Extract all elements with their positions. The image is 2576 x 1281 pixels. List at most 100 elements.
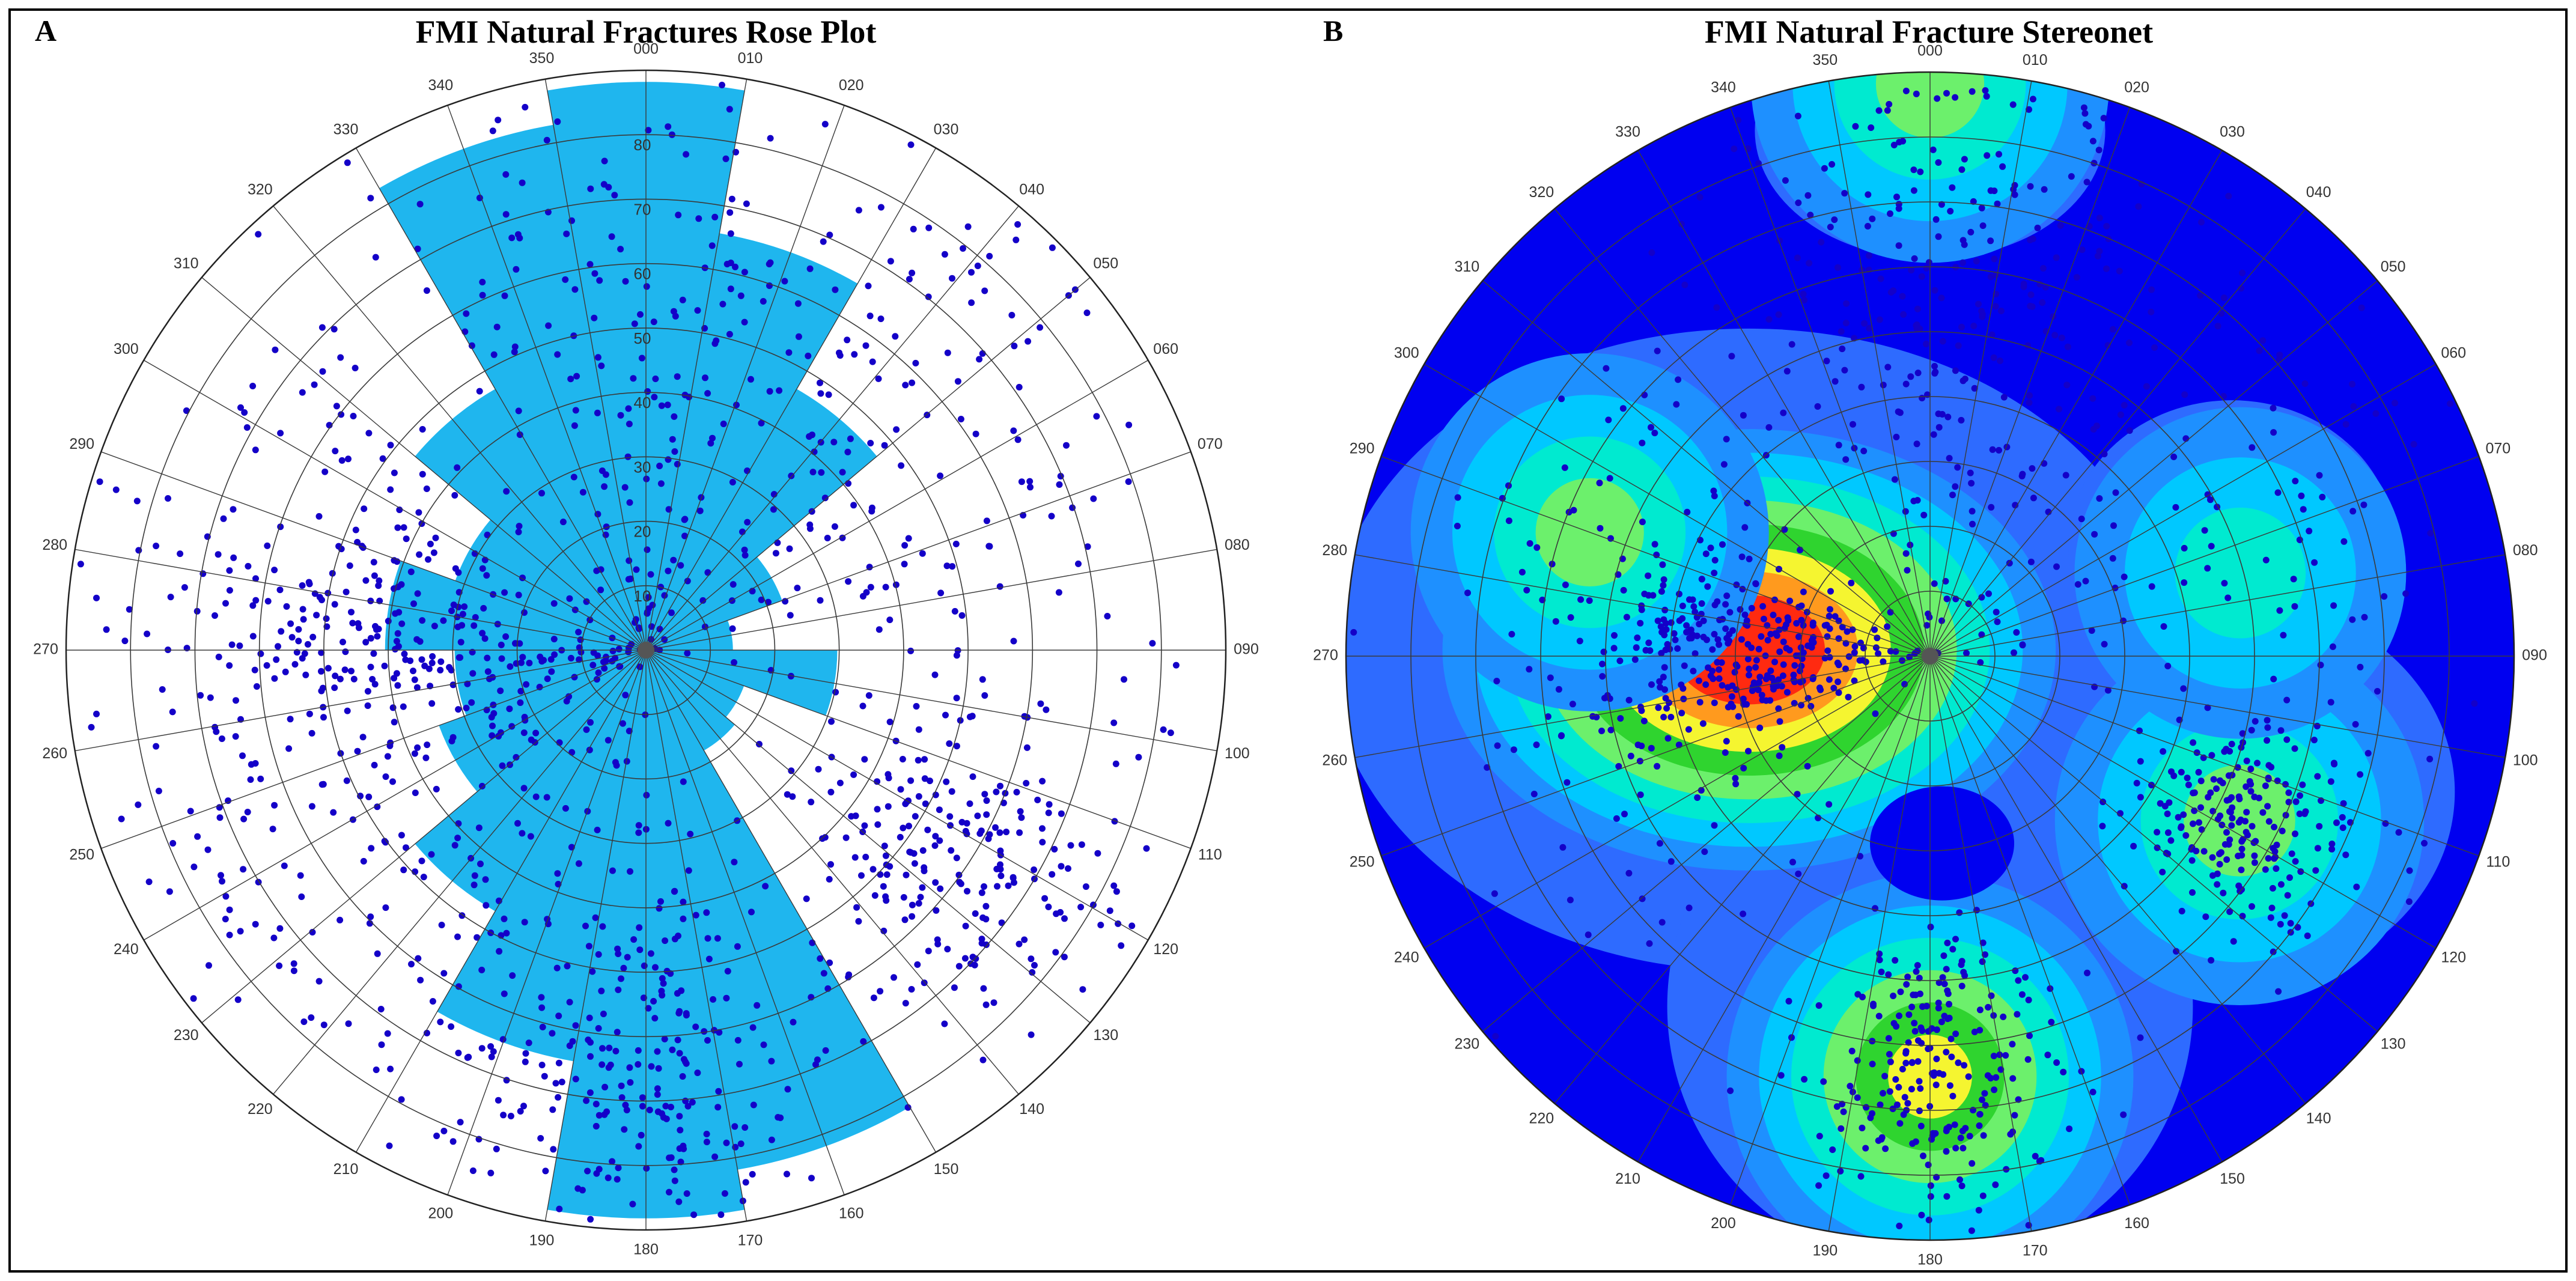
fracture-pole-point <box>1958 323 1965 330</box>
fracture-pole-point <box>2327 699 2334 706</box>
fracture-pole-point <box>709 434 716 442</box>
fracture-pole-point <box>944 946 951 953</box>
fracture-pole-point <box>2270 429 2277 436</box>
fracture-pole-point <box>520 1103 527 1110</box>
fracture-pole-point <box>1849 626 1856 633</box>
fracture-pole-point <box>1944 990 1952 997</box>
fracture-pole-point <box>774 539 781 546</box>
fracture-pole-point <box>1899 1065 1906 1073</box>
azimuth-tick-label: 180 <box>1917 1252 1943 1268</box>
fracture-pole-point <box>981 883 987 890</box>
fracture-pole-point <box>716 1029 723 1036</box>
fracture-pole-point <box>1835 689 1842 696</box>
fracture-pole-point <box>1655 704 1662 711</box>
azimuth-tick-label: 260 <box>1322 752 1347 768</box>
fracture-pole-point <box>1968 479 1975 487</box>
azimuth-tick-label: 320 <box>248 181 273 198</box>
fracture-pole-point <box>983 797 990 804</box>
fracture-pole-point <box>2286 874 2293 881</box>
fracture-pole-point <box>240 866 247 873</box>
azimuth-tick-label: 100 <box>1225 745 1250 762</box>
fracture-pole-point <box>1710 487 1717 494</box>
fracture-pole-point <box>295 637 302 645</box>
fracture-pole-point <box>621 484 629 491</box>
fracture-pole-point <box>320 1021 327 1029</box>
fracture-pole-point <box>1848 1047 1856 1054</box>
fracture-pole-point <box>631 320 638 327</box>
fracture-pole-point <box>1890 141 1898 148</box>
fracture-pole-point <box>644 609 651 616</box>
fracture-pole-point <box>1029 969 1036 976</box>
fracture-pole-point <box>1061 915 1068 922</box>
fracture-pole-point <box>1925 259 1932 266</box>
fracture-pole-point <box>1992 303 1999 310</box>
fracture-pole-point <box>2349 380 2356 388</box>
fracture-pole-point <box>338 411 345 418</box>
fracture-pole-point <box>1893 1101 1901 1109</box>
fracture-pole-point <box>968 269 975 276</box>
fracture-pole-point <box>680 915 687 922</box>
fracture-pole-point <box>501 589 508 596</box>
azimuth-spoke <box>645 650 1217 752</box>
fracture-pole-point <box>615 645 623 653</box>
fracture-pole-point <box>594 826 601 833</box>
fracture-pole-point <box>418 857 425 865</box>
fracture-pole-point <box>424 741 431 749</box>
fracture-pole-point <box>1940 952 1947 960</box>
rose-points <box>77 82 1180 1223</box>
fracture-pole-point <box>313 612 320 619</box>
fracture-pole-point <box>937 589 945 597</box>
fracture-pole-point <box>1982 87 1989 94</box>
fracture-pole-point <box>488 1053 495 1060</box>
fracture-pole-point <box>1946 455 1953 462</box>
fracture-pole-point <box>865 282 872 290</box>
fracture-pole-point <box>276 925 284 932</box>
fracture-pole-point <box>647 571 654 578</box>
fracture-pole-point <box>1895 205 1902 212</box>
fracture-pole-point <box>2026 1032 2033 1039</box>
fracture-pole-point <box>1794 791 1801 798</box>
fracture-pole-point <box>638 354 645 362</box>
fracture-pole-point <box>957 416 964 422</box>
fracture-pole-point <box>974 812 981 820</box>
fracture-pole-point <box>2178 768 2185 776</box>
fracture-pole-point <box>901 916 909 923</box>
fracture-pole-point <box>2136 727 2143 734</box>
azimuth-tick-label: 110 <box>2486 854 2510 871</box>
fracture-pole-point <box>1075 560 1082 567</box>
fracture-pole-point <box>2357 771 2364 778</box>
fracture-pole-point <box>949 563 956 570</box>
fracture-pole-point <box>419 470 426 478</box>
fracture-pole-point <box>483 572 490 579</box>
fracture-pole-point <box>1865 252 1872 259</box>
fracture-pole-point <box>1979 1096 1985 1103</box>
fracture-pole-point <box>1933 1055 1940 1062</box>
fracture-pole-point <box>1084 543 1091 550</box>
fracture-pole-point <box>232 733 239 740</box>
fracture-pole-point <box>1738 553 1746 561</box>
fracture-pole-point <box>1605 416 1612 424</box>
fracture-pole-point <box>1809 619 1816 627</box>
fracture-pole-point <box>1947 1035 1955 1042</box>
fracture-pole-point <box>448 607 455 615</box>
fracture-pole-point <box>348 609 355 616</box>
fracture-pole-point <box>2056 406 2062 413</box>
fracture-pole-point <box>237 928 244 935</box>
fracture-pole-point <box>594 354 601 361</box>
fracture-pole-point <box>919 550 926 557</box>
fracture-pole-point <box>135 801 142 808</box>
fracture-pole-point <box>1726 609 1734 616</box>
fracture-pole-point <box>583 1097 590 1104</box>
fracture-pole-point <box>1949 491 1956 499</box>
fracture-pole-point <box>375 582 382 589</box>
fracture-pole-point <box>1135 753 1142 761</box>
rose-petal <box>646 233 858 650</box>
fracture-pole-point <box>614 1176 621 1183</box>
fracture-pole-point <box>1720 461 1728 468</box>
azimuth-tick-label: 230 <box>1455 1035 1480 1052</box>
fracture-pole-point <box>2207 496 2214 504</box>
fracture-pole-point <box>1723 738 1730 745</box>
fracture-pole-point <box>1796 668 1803 675</box>
fracture-pole-point <box>587 1053 594 1060</box>
fracture-pole-point <box>1053 910 1060 917</box>
